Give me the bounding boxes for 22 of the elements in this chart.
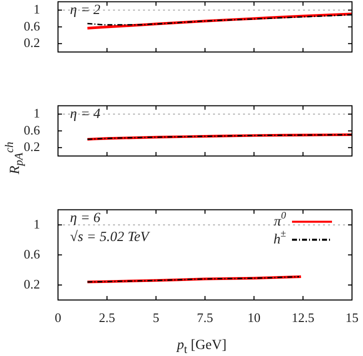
y-tick-label: 0.6 — [24, 246, 40, 262]
annotation: η = 4 — [70, 107, 100, 123]
y-tick-label: 0.6 — [24, 18, 40, 34]
x-tick-label: 12.5 — [292, 310, 314, 326]
legend-label: h± — [274, 228, 287, 248]
y-tick-label: 1 — [34, 2, 40, 17]
annotation: η = 6 — [70, 211, 100, 227]
x-tick-label: 15 — [346, 310, 358, 326]
x-tick-label: 2.5 — [98, 310, 116, 326]
x-tick-label: 0 — [54, 310, 62, 326]
y-tick-label: 0.6 — [24, 122, 40, 138]
annotation: η = 2 — [70, 3, 100, 19]
y-tick-label: 0.2 — [24, 139, 40, 154]
y-tick-label: 0.2 — [24, 276, 40, 292]
y-tick-label: 1 — [34, 106, 40, 121]
x-tick-label: 10 — [248, 310, 260, 326]
y-tick-label: 1 — [34, 216, 40, 232]
y-tick-label: 0.2 — [24, 35, 40, 50]
x-tick-label: 5 — [152, 310, 160, 326]
x-axis-title: p$_{t}$ [GeV] — [177, 338, 227, 356]
x-tick-label: 7.5 — [196, 310, 214, 326]
annotation: √s = 5.02 TeV — [70, 230, 149, 246]
